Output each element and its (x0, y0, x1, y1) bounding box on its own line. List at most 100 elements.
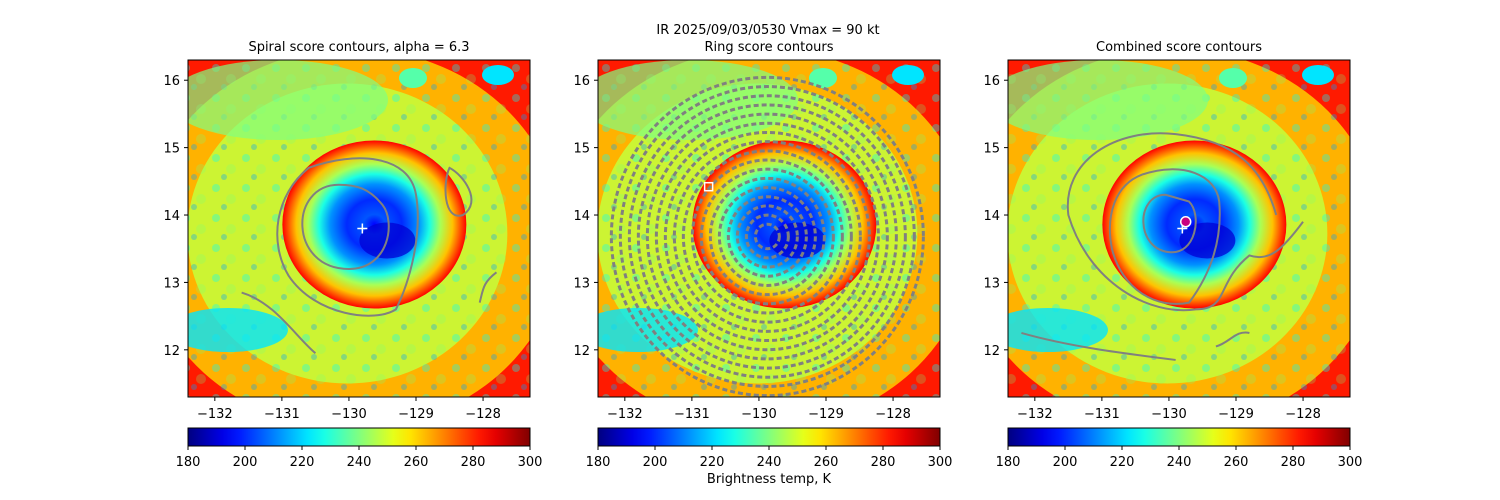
contour-inner (1142, 193, 1197, 254)
colorbar-tick-label: 280 (871, 455, 896, 470)
panel-title: Combined score contours (1096, 40, 1262, 55)
x-tick-label: −129 (1218, 407, 1254, 422)
panel-title: Spiral score contours, alpha = 6.3 (248, 40, 469, 55)
x-tick-label: −130 (741, 407, 777, 422)
contour-sw-arm (241, 291, 317, 354)
score-contours (241, 157, 498, 354)
colorbar-tick-label: 180 (176, 455, 201, 470)
figure-suptitle: IR 2025/09/03/0530 Vmax = 90 kt (656, 23, 880, 38)
y-tick-label: 16 (573, 74, 590, 89)
y-tick-label: 14 (573, 209, 590, 224)
ring-contour (609, 75, 925, 397)
x-tick-label: −132 (607, 407, 643, 422)
cold-cloud-top (1179, 222, 1236, 259)
y-tick-label: 14 (163, 209, 180, 224)
colorbar-tick-label: 300 (928, 455, 953, 470)
y-tick-label: 12 (573, 344, 590, 359)
colorbar-tick-label: 200 (233, 455, 258, 470)
x-tick-label: −128 (1285, 407, 1321, 422)
ring-contour (717, 186, 817, 287)
x-tick-label: −131 (674, 407, 710, 422)
y-tick-label: 15 (573, 142, 590, 157)
ring-contour (726, 195, 808, 278)
ring-contour (708, 176, 826, 297)
colorbar-tick-label: 220 (290, 455, 315, 470)
ring-contour (636, 103, 898, 370)
ring-contour (654, 121, 880, 352)
y-tick-label: 16 (983, 74, 1000, 89)
cloud-cell-ne (482, 65, 514, 85)
cloud-cell-ne (892, 65, 924, 85)
colorbar-tick-label: 280 (461, 455, 486, 470)
ring-contour (744, 213, 790, 260)
y-tick-label: 13 (983, 276, 1000, 291)
x-tick-label: −132 (197, 407, 233, 422)
colorbar-tick-label: 260 (814, 455, 839, 470)
storm-core (692, 140, 877, 309)
x-tick-label: −131 (1084, 407, 1120, 422)
colorbar-gradient (188, 428, 530, 446)
ring-contour (735, 204, 799, 269)
ir-image (188, 60, 530, 397)
y-tick-label: 13 (163, 276, 180, 291)
panel-3: Combined score contours −132 −131 −130 −129 −… (983, 40, 1363, 470)
panel-2: Ring score contours −132 −131 −130 −129 −128 1… (573, 40, 953, 470)
x-tick-label: −129 (398, 407, 434, 422)
y-tick-label: 16 (163, 74, 180, 89)
ring-contour-field (609, 75, 925, 397)
combined-center-marker (1179, 216, 1192, 228)
x-tick-label: −128 (465, 407, 501, 422)
score-contours (609, 75, 925, 397)
contour-outer (1066, 132, 1304, 312)
ir-image (598, 60, 940, 397)
x-tick-label: −132 (1017, 407, 1053, 422)
colorbar-label: Brightness temp, K (706, 472, 832, 487)
colorbar-tick-label: 220 (1110, 455, 1135, 470)
axes-frame (187, 59, 531, 398)
colorbar-tick-label: 300 (1338, 455, 1363, 470)
x-tick-label: −130 (1151, 407, 1187, 422)
colorbar-tick-label: 200 (1053, 455, 1078, 470)
contour-east (444, 166, 473, 217)
y-tick-label: 12 (983, 344, 1000, 359)
contour-east-arm (478, 271, 498, 303)
y-tick-label: 13 (573, 276, 590, 291)
axes-frame (1007, 59, 1351, 398)
center-plus-marker (357, 223, 368, 234)
ring-contour (672, 140, 862, 333)
cloud-cell-ne (1302, 65, 1334, 85)
colorbar-tick-label: 180 (996, 455, 1021, 470)
axes-frame (597, 59, 941, 398)
storm-core (1102, 140, 1287, 309)
x-tick-label: −128 (875, 407, 911, 422)
contour-south-e (1215, 331, 1250, 348)
y-tick-label: 15 (163, 142, 180, 157)
colorbar-gradient (1008, 428, 1350, 446)
y-tick-label: 14 (983, 209, 1000, 224)
rainband-north (188, 60, 388, 140)
colorbar-tick-label: 260 (1224, 455, 1249, 470)
contour-outer (276, 157, 419, 317)
colorbar-tick-label: 240 (757, 455, 782, 470)
colorbar-tick-label: 240 (1167, 455, 1192, 470)
cloud-cell-n (809, 68, 837, 88)
colorbar-gradient (598, 428, 940, 446)
center-square-marker (703, 181, 714, 192)
ring-contour (753, 222, 781, 251)
colorbar-tick-label: 180 (586, 455, 611, 470)
ir-image (1008, 60, 1350, 397)
panel-1: Spiral score contours, alpha = 6.3 −132 −1… (163, 40, 543, 470)
ring-contour (627, 94, 907, 379)
rainband-southwest (1008, 308, 1108, 352)
colorbar-tick-label: 280 (1281, 455, 1306, 470)
x-tick-label: −130 (331, 407, 367, 422)
colorbar-tick-label: 300 (518, 455, 543, 470)
contour-inner (301, 183, 390, 270)
colorbar-tick-label: 260 (404, 455, 429, 470)
storm-core (282, 140, 467, 309)
cloud-cell-n (1219, 68, 1247, 88)
ring-contour (681, 149, 853, 324)
rainband-north (1008, 60, 1208, 140)
panel-title: Ring score contours (704, 40, 833, 55)
